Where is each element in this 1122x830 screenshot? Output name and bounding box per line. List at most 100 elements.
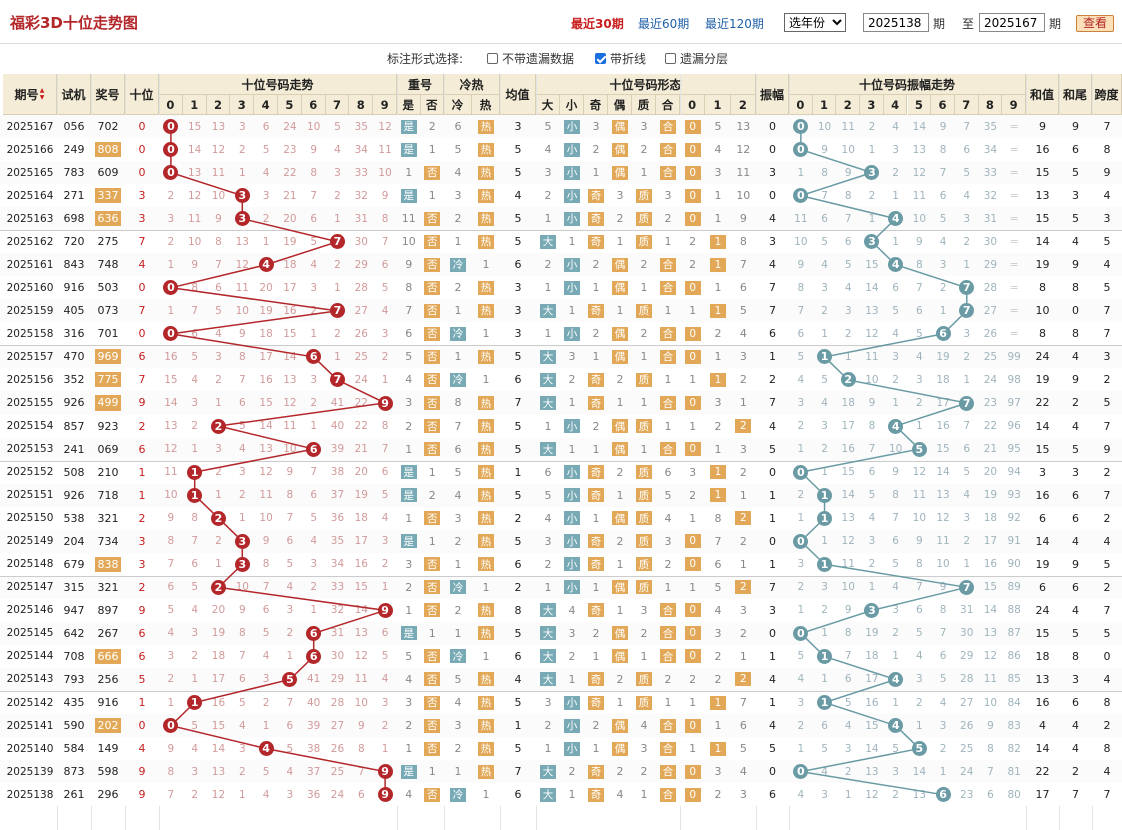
header-amp-digit: 1 xyxy=(812,95,837,115)
lengre-miss: 6 xyxy=(454,442,462,456)
trend-miss: 9 xyxy=(262,535,270,548)
trend-miss: 1 xyxy=(334,281,341,294)
lengre-miss: 1 xyxy=(454,350,462,364)
shiwei-digit: 6 xyxy=(138,649,146,663)
chong-miss: 4 xyxy=(405,672,413,686)
r012-miss: 4 xyxy=(739,765,747,779)
amp-miss: 99 xyxy=(1007,350,1021,363)
checkbox-polyline[interactable] xyxy=(595,53,606,64)
trend-miss: 38 xyxy=(307,742,321,755)
amp-miss: 3 xyxy=(868,535,876,548)
trend-ball: 4 xyxy=(258,257,274,273)
kuadu-value: 8 xyxy=(1103,696,1111,710)
r012-tag: 2 xyxy=(735,672,752,687)
trend-miss: 14 xyxy=(188,143,202,156)
trend-miss: 29 xyxy=(330,673,345,686)
option-layer[interactable]: 遗漏分层 xyxy=(665,50,728,67)
trend-miss: 1 xyxy=(191,443,199,456)
hewei-value: 6 xyxy=(1072,511,1079,525)
r012-tag: 0 xyxy=(684,165,701,180)
amp-miss: 3 xyxy=(916,673,923,686)
trend-miss: 7 xyxy=(238,650,246,663)
chong-tag: 否 xyxy=(424,165,441,180)
amp-miss: 10 xyxy=(888,443,903,456)
jianghao-number: 321 xyxy=(97,511,119,525)
r012-tag: 0 xyxy=(684,349,701,364)
jianghao-number: 609 xyxy=(97,166,119,180)
form-tag: 奇 xyxy=(588,672,604,687)
amp-miss: 2 xyxy=(892,627,899,640)
option-no-missing[interactable]: 不带遗漏数据 xyxy=(487,50,574,67)
query-button[interactable]: 查看 xyxy=(1076,15,1114,32)
r012-miss: 2 xyxy=(714,788,722,802)
lengre-tag: 热 xyxy=(478,280,494,295)
r012-miss: 6 xyxy=(739,719,747,733)
nav-recent-60[interactable]: 最近60期 xyxy=(638,17,690,31)
issue-number: 2025154 xyxy=(6,420,54,433)
amp-miss: 11 xyxy=(841,558,855,571)
trend-miss: 14 xyxy=(259,420,273,433)
amp-miss: 12 xyxy=(865,788,879,801)
issue-number: 2025156 xyxy=(6,373,54,386)
jianghao-number: 969 xyxy=(95,349,121,365)
form-tag: 质 xyxy=(636,211,652,226)
amp-miss: 18 xyxy=(865,650,879,663)
form-miss: 2 xyxy=(616,212,624,226)
r012-miss: 5 xyxy=(739,742,747,756)
form-tag: 奇 xyxy=(588,695,604,710)
sort-icon[interactable]: ▲▼ xyxy=(38,87,46,101)
trend-miss: 20 xyxy=(211,604,226,617)
form-tag: 偶 xyxy=(612,649,628,664)
jianghao-number: 734 xyxy=(97,534,119,548)
hezhi-value: 14 xyxy=(1035,534,1050,548)
amp-miss: 2 xyxy=(916,396,923,409)
issue-number: 2025138 xyxy=(6,788,54,801)
junzhi-value: 4 xyxy=(514,672,522,686)
trend-miss: 3 xyxy=(262,673,270,686)
r012-miss: 2 xyxy=(739,626,747,640)
form-miss: 2 xyxy=(592,626,600,640)
amp-miss: 1 xyxy=(963,373,971,386)
shiwei-digit: 5 xyxy=(138,672,146,686)
chong-tag: 否 xyxy=(424,787,441,802)
kuadu-value: 5 xyxy=(1103,396,1111,410)
nav-recent-30[interactable]: 最近30期 xyxy=(571,17,624,31)
header-issue-label[interactable]: 期号 xyxy=(14,87,39,102)
header-trend-digit: 3 xyxy=(230,95,255,115)
amp-miss: 13 xyxy=(912,143,927,156)
trend-miss: 11 xyxy=(259,489,273,502)
lengre-tag: 热 xyxy=(478,695,494,710)
amp-miss: 98 xyxy=(1007,373,1021,386)
hewei-value: 7 xyxy=(1072,788,1079,802)
lengre-tag: 冷 xyxy=(450,257,466,272)
trend-miss: 8 xyxy=(215,235,222,248)
amp-miss: 15 xyxy=(865,719,879,732)
shiji-number: 249 xyxy=(63,143,85,157)
form-miss: 1 xyxy=(664,580,672,594)
to-issue-input[interactable] xyxy=(979,13,1045,32)
amp-miss: 6 xyxy=(916,604,923,617)
option-polyline[interactable]: 带折线 xyxy=(595,50,646,67)
amp-miss: 7 xyxy=(963,420,971,433)
from-issue-input[interactable] xyxy=(863,13,929,32)
header-amp-digit: 4 xyxy=(883,95,908,115)
trend-miss: 21 xyxy=(283,189,297,202)
amp-miss: 9 xyxy=(892,466,899,479)
r012-miss: 3 xyxy=(739,442,747,456)
top-bar: 福彩3D十位走势图 最近30期 最近60期 最近120期 选年份 期 至 期 查… xyxy=(0,0,1122,44)
form-tag: 奇 xyxy=(588,557,604,572)
chong-miss: 5 xyxy=(405,350,413,364)
nav-recent-120[interactable]: 最近120期 xyxy=(705,17,764,31)
trend-miss: 27 xyxy=(330,719,345,732)
chong-miss: 3 xyxy=(405,557,413,571)
checkbox-no-missing[interactable] xyxy=(487,53,498,64)
shiwei-digit: 2 xyxy=(138,580,146,594)
year-select[interactable]: 选年份 xyxy=(784,13,846,32)
trend-miss: 1 xyxy=(262,719,270,732)
trend-miss: 7 xyxy=(286,696,294,709)
form-tag: 大 xyxy=(540,303,556,318)
chong-miss: 1 xyxy=(428,765,436,779)
r012-miss: 7 xyxy=(739,258,747,272)
checkbox-layer[interactable] xyxy=(665,53,676,64)
chong-tag: 否 xyxy=(424,672,441,687)
